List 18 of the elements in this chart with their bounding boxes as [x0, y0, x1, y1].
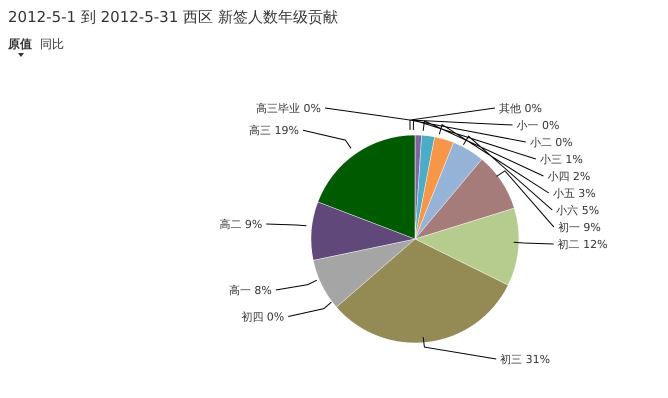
slice-label: 高三 19%	[249, 124, 300, 138]
text: 原值	[8, 37, 32, 51]
category-label: 小二 0%	[530, 136, 573, 149]
category-label: 小一 0%	[516, 118, 560, 132]
slice-label: 初一 9%	[558, 220, 601, 234]
slice-label: 小五 3%	[552, 186, 596, 200]
slice-label: 小四 2%	[547, 170, 590, 183]
slice-label: 小六 5%	[556, 204, 600, 217]
category-label: 高三毕业 0%	[256, 102, 322, 115]
chart-title: 2012-5-1 到 2012-5-31 西区 新签人数年级贡献	[8, 8, 339, 28]
text: 同比	[40, 37, 64, 51]
slice-label: 高二 9%	[219, 218, 262, 231]
slice-label: 高一 8%	[228, 284, 272, 297]
slice-label: 初二 12%	[558, 238, 608, 251]
legend-label: 初四 0%	[241, 310, 284, 324]
category-label: 其他 0%	[498, 102, 542, 115]
slice-label: 初三 31%	[500, 352, 550, 366]
slice-label: 小三 1%	[540, 152, 583, 166]
